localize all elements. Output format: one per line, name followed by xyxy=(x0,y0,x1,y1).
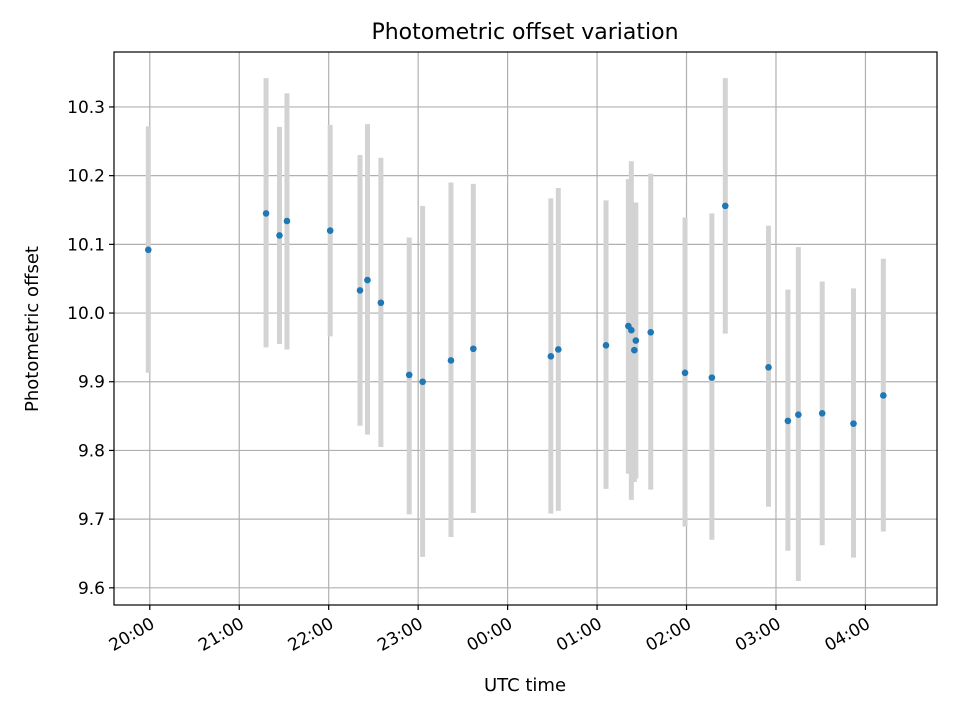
y-axis-ticks: 9.6 9.7 9.8 9.9 10.0 10.1 10.2 10.3 xyxy=(67,98,114,599)
data-point xyxy=(632,337,640,344)
x-tick-label: 02:00 xyxy=(643,614,695,656)
data-point xyxy=(880,392,887,399)
data-point xyxy=(262,210,270,217)
x-tick-label: 04:00 xyxy=(821,614,873,656)
y-tick-label: 10.3 xyxy=(67,98,105,118)
data-point xyxy=(144,246,152,254)
x-axis-ticks: 20:00 21:00 22:00 23:00 00:00 01:00 02:00 03:00… xyxy=(106,605,874,656)
data-point xyxy=(784,417,792,425)
plot-frame xyxy=(113,51,938,606)
y-tick-label: 9.7 xyxy=(78,510,105,530)
x-axis-label: UTC time xyxy=(484,675,566,696)
data-point xyxy=(555,346,562,353)
data-point xyxy=(377,299,385,307)
x-tick-label: 20:00 xyxy=(106,614,158,656)
y-axis-label: Photometric offset xyxy=(22,246,43,412)
x-tick-label: 22:00 xyxy=(285,614,337,656)
data-point xyxy=(326,227,334,234)
data-point xyxy=(283,217,291,225)
data-point xyxy=(628,326,635,334)
y-tick-label: 9.6 xyxy=(78,579,105,599)
y-tick-label: 9.8 xyxy=(78,441,105,461)
y-tick-label: 9.9 xyxy=(78,373,105,393)
data-point xyxy=(602,342,610,349)
data-point xyxy=(356,287,364,294)
data-point xyxy=(547,353,555,360)
data-point xyxy=(765,364,772,371)
error-bars xyxy=(145,78,886,581)
chart-title: Photometric offset variation xyxy=(371,20,678,45)
x-tick-label: 23:00 xyxy=(374,614,426,656)
grid-lines xyxy=(114,52,937,605)
data-point xyxy=(647,328,655,336)
data-point xyxy=(721,202,729,210)
y-tick-label: 10.0 xyxy=(67,304,105,324)
data-point xyxy=(419,378,426,386)
data-point xyxy=(850,420,857,427)
data-point xyxy=(818,410,826,417)
x-tick-label: 21:00 xyxy=(195,614,247,656)
x-tick-label: 01:00 xyxy=(553,614,605,656)
data-point xyxy=(364,276,371,284)
data-point xyxy=(795,411,802,419)
data-points xyxy=(144,202,887,427)
data-point xyxy=(447,357,455,364)
data-point xyxy=(470,345,477,353)
x-tick-label: 03:00 xyxy=(732,614,784,656)
y-tick-label: 10.2 xyxy=(67,167,105,187)
y-tick-label: 10.1 xyxy=(67,235,105,255)
data-point xyxy=(708,374,716,381)
x-tick-label: 00:00 xyxy=(464,614,516,656)
data-point xyxy=(276,232,283,239)
data-point xyxy=(681,369,689,377)
data-point xyxy=(405,371,413,379)
data-point xyxy=(631,346,638,354)
